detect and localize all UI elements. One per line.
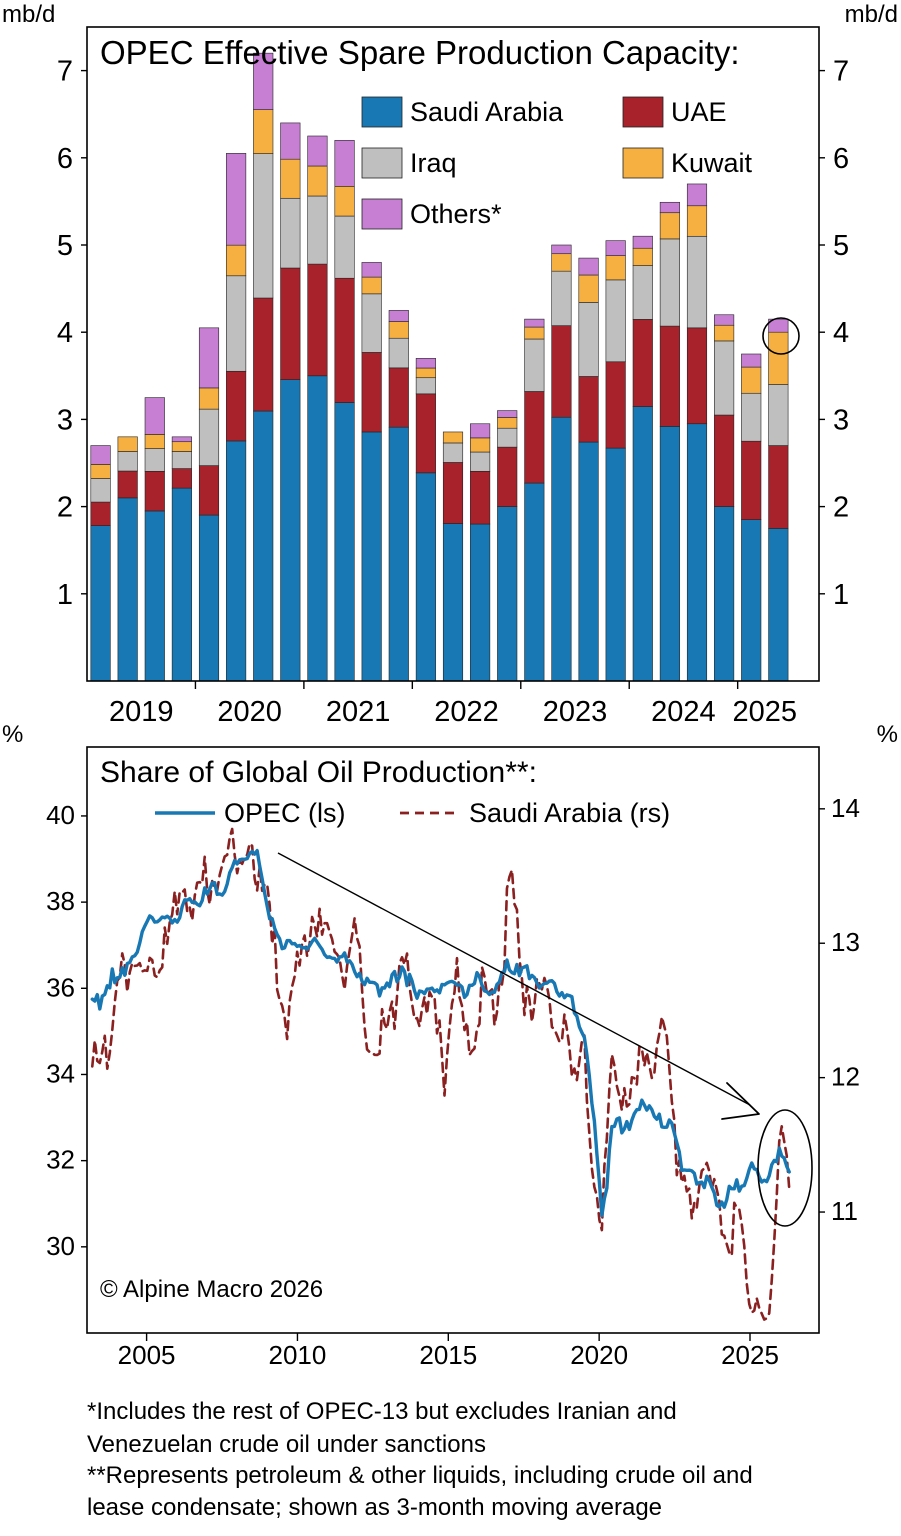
svg-text:%: % <box>877 721 898 748</box>
svg-text:Kuwait: Kuwait <box>671 148 753 178</box>
svg-text:2: 2 <box>57 492 73 524</box>
svg-text:3: 3 <box>833 404 849 436</box>
svg-text:40: 40 <box>46 800 75 830</box>
svg-text:**Represents petroleum & other: **Represents petroleum & other liquids, … <box>87 1462 753 1489</box>
svg-text:2025: 2025 <box>733 696 798 728</box>
svg-text:Saudi Arabia (rs): Saudi Arabia (rs) <box>469 798 670 828</box>
svg-text:mb/d: mb/d <box>2 1 55 28</box>
svg-text:6: 6 <box>57 143 73 175</box>
svg-text:mb/d: mb/d <box>845 1 898 28</box>
svg-text:2010: 2010 <box>269 1340 327 1370</box>
svg-text:3: 3 <box>57 404 73 436</box>
svg-text:*Includes the rest of OPEC-13: *Includes the rest of OPEC-13 but exclud… <box>87 1398 677 1425</box>
svg-text:2: 2 <box>833 492 849 524</box>
svg-text:4: 4 <box>57 317 73 349</box>
svg-text:1: 1 <box>833 579 849 611</box>
svg-text:2015: 2015 <box>419 1340 477 1370</box>
svg-text:32: 32 <box>46 1145 75 1175</box>
svg-text:4: 4 <box>833 317 849 349</box>
svg-text:5: 5 <box>57 230 73 262</box>
svg-text:11: 11 <box>831 1196 858 1226</box>
svg-text:2020: 2020 <box>570 1340 628 1370</box>
svg-text:30: 30 <box>46 1231 75 1261</box>
svg-text:%: % <box>2 721 23 748</box>
svg-text:12: 12 <box>831 1062 860 1092</box>
svg-text:© Alpine Macro 2026: © Alpine Macro 2026 <box>100 1276 323 1303</box>
svg-text:2025: 2025 <box>721 1340 779 1370</box>
svg-text:Share of Global Oil Production: Share of Global Oil Production**: <box>100 756 537 789</box>
svg-text:7: 7 <box>57 56 73 88</box>
svg-text:Saudi Arabia: Saudi Arabia <box>410 97 564 127</box>
svg-text:Venezuelan crude oil under san: Venezuelan crude oil under sanctions <box>87 1431 486 1458</box>
svg-text:13: 13 <box>831 927 860 957</box>
svg-text:2005: 2005 <box>118 1340 176 1370</box>
svg-text:1: 1 <box>57 579 73 611</box>
svg-text:2020: 2020 <box>217 696 282 728</box>
svg-text:14: 14 <box>831 793 860 823</box>
svg-text:2022: 2022 <box>434 696 499 728</box>
svg-text:UAE: UAE <box>671 97 727 127</box>
svg-text:2024: 2024 <box>651 696 716 728</box>
svg-text:OPEC (ls): OPEC (ls) <box>224 798 346 828</box>
svg-text:38: 38 <box>46 886 75 916</box>
svg-text:34: 34 <box>46 1058 75 1088</box>
svg-text:2019: 2019 <box>109 696 174 728</box>
svg-text:OPEC Effective Spare Productio: OPEC Effective Spare Production Capacity… <box>100 34 740 71</box>
svg-text:5: 5 <box>833 230 849 262</box>
svg-text:6: 6 <box>833 143 849 175</box>
svg-text:Others*: Others* <box>410 199 502 229</box>
svg-text:Iraq: Iraq <box>410 148 457 178</box>
svg-text:7: 7 <box>833 56 849 88</box>
svg-text:2021: 2021 <box>326 696 391 728</box>
svg-text:lease condensate; shown as 3-m: lease condensate; shown as 3-month movin… <box>87 1494 662 1521</box>
svg-text:36: 36 <box>46 972 75 1002</box>
svg-text:2023: 2023 <box>543 696 608 728</box>
